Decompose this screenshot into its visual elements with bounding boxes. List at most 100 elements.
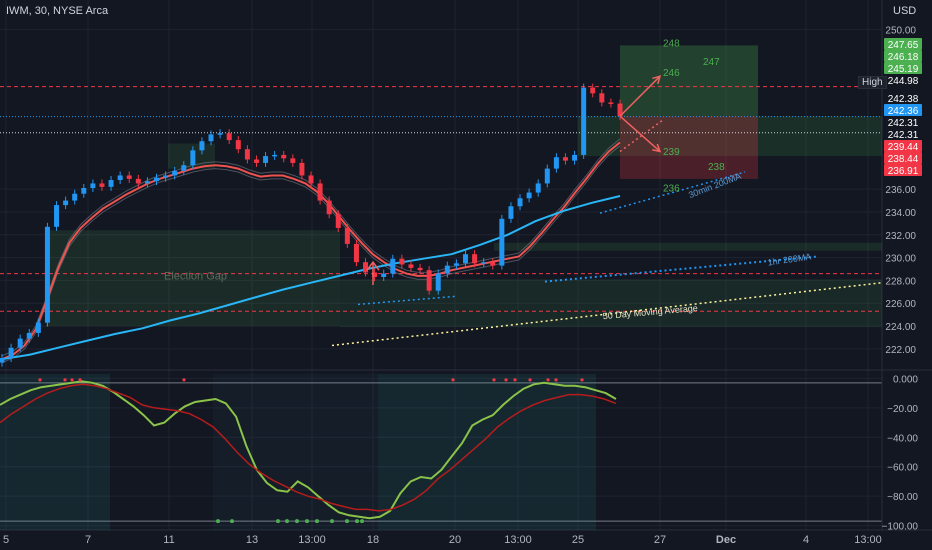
projection-dotted <box>619 120 663 153</box>
price-tag <box>884 116 922 128</box>
candle-body <box>508 206 514 219</box>
price-tick-label: 224.00 <box>885 322 916 333</box>
price-tag <box>884 164 922 176</box>
candle-body <box>326 200 332 215</box>
projection-arrow-up-head <box>652 75 662 85</box>
oscillator-signal-dot <box>330 519 334 524</box>
candle-body <box>190 150 196 166</box>
candle-body <box>444 265 450 274</box>
oscillator-signal-dot <box>546 378 550 382</box>
oscillator-signal-dot <box>528 378 532 382</box>
candle-body <box>99 183 105 187</box>
candle-body <box>217 133 223 135</box>
candle-body <box>281 154 287 159</box>
candle-body <box>299 162 305 176</box>
price-tick-label: 250.00 <box>885 25 916 36</box>
oscillator-signal-dot <box>38 378 42 382</box>
time-tick-label: 13:00 <box>854 534 882 546</box>
time-axis: 5 7 11 13 13:00 18 20 13:00 25 27 Dec 4 13:00 <box>3 534 882 546</box>
time-tick-label: Dec <box>716 534 736 546</box>
oscillator-tick-label: −100.00 <box>882 522 919 533</box>
price-tick-label: 222.00 <box>885 345 916 356</box>
oscillator-signal-dot <box>451 378 455 382</box>
target-238-label: 238 <box>708 162 725 173</box>
oscillator-signal-dot <box>78 378 82 382</box>
high-label: High <box>858 76 887 89</box>
price-tag-label: 242.38 <box>888 94 919 105</box>
candle-body <box>90 183 96 189</box>
candle-body <box>17 338 23 348</box>
candle-body <box>617 103 623 117</box>
candle-body <box>426 270 432 291</box>
time-tick-label: 20 <box>449 534 461 546</box>
target-247-label: 247 <box>703 57 720 68</box>
candle-body <box>335 214 341 228</box>
price-tick-label: 232.00 <box>885 231 916 242</box>
oscillator-signal-dot <box>492 378 496 382</box>
oscillator-signal-dot <box>355 519 359 524</box>
candle-body <box>608 102 614 104</box>
grid <box>0 0 932 531</box>
price-tick-label: 228.00 <box>885 276 916 287</box>
oscillator-tick-label: −20.00 <box>887 404 918 415</box>
candle-body <box>63 200 69 206</box>
support-zone <box>578 116 882 157</box>
price-tag <box>884 38 922 50</box>
candle-body <box>199 141 205 151</box>
oscillator-tick-label: −60.00 <box>887 463 918 474</box>
candle-body <box>363 262 369 273</box>
candle-body <box>572 154 578 161</box>
time-tick-label: 25 <box>572 534 584 546</box>
oscillator-signal-dot <box>513 378 517 382</box>
oscillator-signal-dot <box>216 519 220 524</box>
candle-body <box>35 322 41 333</box>
stop-loss-zone <box>620 116 758 179</box>
currency-label[interactable]: USD <box>893 5 917 17</box>
time-tick-label: 13 <box>246 534 258 546</box>
price-tag-label: 244.98 <box>888 76 919 87</box>
oscillator-signal-line <box>0 383 617 512</box>
oscillator-shade-zone <box>0 374 110 530</box>
candle-body <box>372 272 378 278</box>
time-tick-label: 13:00 <box>298 534 326 546</box>
time-tick-label: 27 <box>654 534 666 546</box>
oscillator-shade-zone <box>378 374 596 530</box>
candle-body <box>144 181 150 184</box>
candle-body <box>8 347 14 359</box>
time-tick-label: 5 <box>3 534 9 546</box>
candle-body <box>244 149 250 160</box>
candle-body <box>226 133 232 141</box>
election-gap-label: Election Gap <box>164 270 227 282</box>
candle-body <box>81 188 87 194</box>
time-tick-label: 13:00 <box>504 534 532 546</box>
target-profit-zone <box>620 45 758 117</box>
fifty-day-ma-line <box>331 281 883 347</box>
oscillator-signal-dot <box>230 519 234 524</box>
candle-body <box>263 156 269 163</box>
ma-envelope-lower <box>1 145 621 364</box>
candle-body <box>562 157 568 161</box>
highlight-zones <box>0 45 882 530</box>
time-tick-label: 11 <box>163 534 174 546</box>
candle-body <box>517 198 523 207</box>
price-tag <box>884 140 922 152</box>
symbol-legend[interactable]: IWM, 30, NYSE Arca <box>6 5 109 17</box>
candle-body <box>390 258 396 274</box>
candle-body <box>235 140 241 150</box>
price-tag-label: 242.31 <box>888 130 919 141</box>
target-239-label: 239 <box>663 147 680 158</box>
thirty-min-200ma-line <box>599 171 746 214</box>
price-tag <box>884 152 922 164</box>
price-tag <box>884 74 922 86</box>
oscillator-signal-dot <box>63 378 67 382</box>
oscillator-fast-line <box>0 380 617 520</box>
oscillator-signal-dot <box>305 519 309 524</box>
oscillator-tick-label: 0.000 <box>893 374 918 385</box>
price-tick-label: 236.00 <box>885 185 916 196</box>
price-tag <box>884 92 922 104</box>
trend-lines <box>331 171 883 347</box>
oscillator-signal-dot <box>580 378 584 382</box>
candle-body <box>435 273 441 291</box>
price-tag-label: 242.31 <box>888 118 919 129</box>
